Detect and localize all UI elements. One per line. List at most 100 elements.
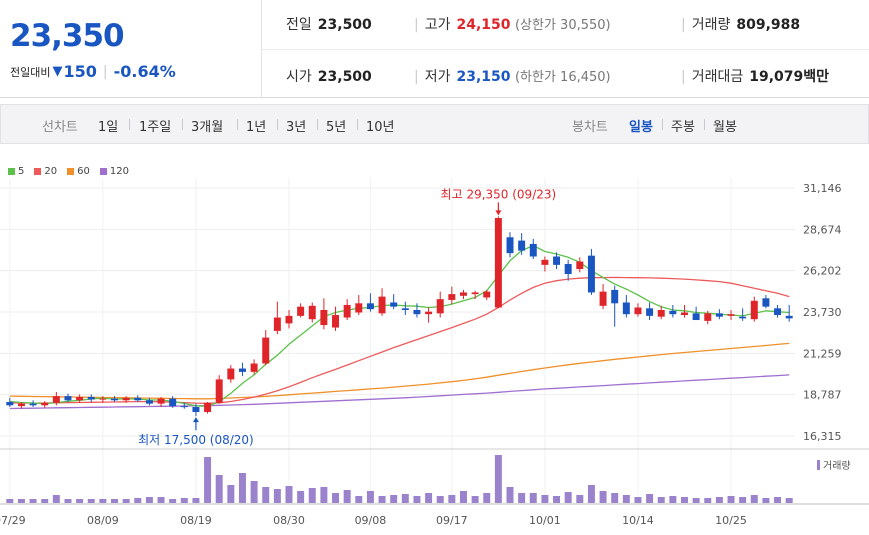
- volume-stat: | 거래량 809,988: [681, 17, 801, 33]
- weekly-candle-button[interactable]: 주봉: [671, 120, 695, 135]
- open-stat: 시가 23,500: [286, 66, 372, 86]
- down-triangle-icon: ▼: [52, 64, 63, 79]
- change-row: 전일대비 ▼ 150 | -0.64%: [10, 62, 176, 81]
- candle: [215, 379, 223, 403]
- y-tick-label: 28,674: [803, 223, 842, 236]
- candle: [750, 300, 758, 320]
- volume-bar: [436, 496, 444, 503]
- range-10y-button[interactable]: 10년: [366, 120, 395, 135]
- volume-bar: [774, 497, 782, 503]
- volume-bar: [390, 495, 398, 503]
- y-tick-label: 18,787: [803, 389, 842, 402]
- volume-bar: [401, 494, 409, 503]
- candle: [180, 406, 188, 408]
- candle: [413, 310, 421, 315]
- volume-bar: [343, 490, 351, 503]
- candle: [111, 398, 118, 401]
- prev-close-label: 전일: [286, 17, 312, 33]
- candle: [646, 308, 654, 316]
- volume-bar: [413, 496, 421, 503]
- candle: [494, 218, 502, 308]
- volume-bar: [518, 493, 526, 503]
- candle: [29, 403, 37, 406]
- volume-bar: [99, 499, 107, 503]
- candle: [378, 296, 386, 314]
- candle: [297, 306, 305, 316]
- volume-bar: [622, 495, 630, 503]
- prev-close-stat: 전일 23,500: [286, 14, 372, 34]
- volume-bar: [122, 499, 130, 503]
- volume-bar: [204, 457, 212, 503]
- volume-bar: [669, 496, 677, 503]
- volume-bar: [634, 497, 642, 503]
- range-5y-button[interactable]: 5년: [326, 120, 347, 135]
- candle: [518, 240, 526, 251]
- candle: [622, 302, 630, 315]
- change-label: 전일대비: [10, 65, 51, 79]
- trade-amount-label: 거래대금: [691, 69, 744, 85]
- volume-bar: [111, 499, 118, 503]
- range-1w-button[interactable]: 1주일: [139, 120, 172, 135]
- candle: [41, 402, 49, 406]
- volume-bar: [727, 496, 735, 503]
- candle-chart-label: 봉차트: [572, 120, 608, 135]
- volume-bar: [366, 491, 374, 503]
- candle: [692, 313, 700, 321]
- y-tick-label: 16,315: [803, 430, 842, 443]
- volume-bar: [657, 497, 665, 503]
- volume-bar: [227, 485, 235, 503]
- y-tick-label: 23,730: [803, 306, 842, 319]
- candle: [553, 256, 561, 265]
- candle: [483, 291, 491, 298]
- ma60-line: [9, 342, 790, 400]
- volume-bar: [611, 493, 619, 503]
- candle: [227, 368, 235, 380]
- low-value: 23,150: [456, 69, 511, 85]
- x-tick-label: 10/01: [529, 514, 561, 527]
- volume-bar: [459, 491, 467, 503]
- candle: [6, 401, 14, 406]
- change-percent: -0.64%: [113, 62, 176, 81]
- volume-bar: [6, 499, 14, 503]
- candle: [285, 315, 293, 324]
- volume-bar: [576, 495, 584, 503]
- x-tick-label: 08/19: [180, 514, 212, 527]
- volume-bar: [41, 499, 49, 503]
- legend-item-ma60: 60: [67, 166, 90, 177]
- daily-candle-button[interactable]: 일봉: [629, 120, 653, 135]
- high-stat: | 고가 24,150 (상한가 30,550): [414, 17, 611, 33]
- range-1d-button[interactable]: 1일: [98, 120, 119, 135]
- volume-bar: [52, 495, 60, 503]
- trade-amount-stat: | 거래대금 19,079백만: [681, 69, 830, 85]
- candle: [401, 308, 409, 311]
- prev-close-value: 23,500: [317, 17, 372, 33]
- candle: [727, 314, 735, 316]
- volume-bar: [320, 487, 328, 503]
- price-box: 23,350 전일대비 ▼ 150 | -0.64%: [0, 0, 262, 98]
- candle: [250, 363, 258, 372]
- candle: [762, 298, 770, 307]
- monthly-candle-button[interactable]: 월봉: [713, 120, 737, 135]
- candle: [541, 259, 549, 265]
- legend-item-ma5: 5: [8, 166, 24, 177]
- candle: [238, 368, 246, 372]
- range-3y-button[interactable]: 3년: [286, 120, 307, 135]
- legend-item-ma120: 120: [99, 166, 129, 177]
- candle: [471, 292, 479, 295]
- volume-bar: [297, 491, 305, 503]
- volume-bar: [448, 495, 456, 503]
- range-1y-button[interactable]: 1년: [246, 120, 267, 135]
- volume-bar: [250, 481, 258, 503]
- candle: [611, 289, 619, 304]
- range-3m-button[interactable]: 3개월: [191, 120, 224, 135]
- volume-bar: [134, 498, 142, 503]
- volume-bar: [87, 499, 95, 503]
- x-tick-label: 08/30: [273, 514, 305, 527]
- divider: |: [102, 63, 108, 80]
- candle: [320, 310, 328, 326]
- x-tick-label: 10/25: [715, 514, 747, 527]
- volume-bar: [180, 498, 188, 503]
- candle: [425, 311, 433, 315]
- volume-bar: [553, 496, 561, 503]
- candle: [17, 403, 25, 407]
